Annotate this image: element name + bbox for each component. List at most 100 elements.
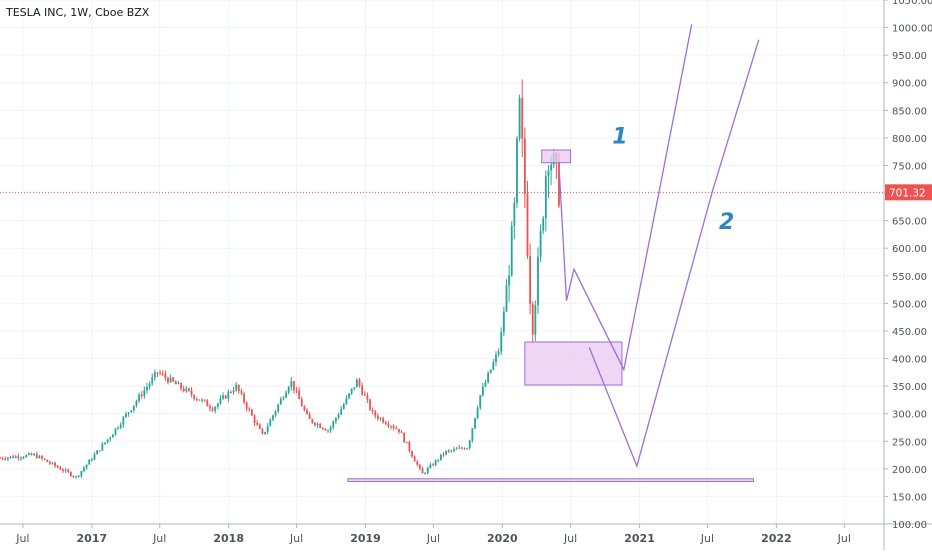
candle-body xyxy=(523,138,526,195)
candle-body xyxy=(505,285,508,312)
candle-body xyxy=(542,218,545,231)
candle-body xyxy=(256,423,259,425)
candle-body xyxy=(227,391,230,399)
candle-body xyxy=(182,388,185,392)
scenario-label-2: 2 xyxy=(719,210,734,235)
x-tick-label: 2019 xyxy=(350,532,381,545)
candle-body xyxy=(321,427,324,429)
candle-body xyxy=(306,410,308,415)
candle-body xyxy=(43,458,46,460)
candle-body xyxy=(298,390,301,400)
candle-body xyxy=(474,418,476,429)
candle-body xyxy=(6,457,9,460)
candle-body xyxy=(77,475,80,477)
candle-body xyxy=(224,395,227,399)
candle-body xyxy=(214,406,217,411)
candle-body xyxy=(455,448,458,450)
candle-body xyxy=(138,394,141,402)
candle-body xyxy=(439,454,442,460)
candle-body xyxy=(235,384,238,391)
candle-body xyxy=(395,428,398,430)
candle-body xyxy=(416,461,419,465)
candle-body xyxy=(135,401,138,406)
candle-body xyxy=(316,424,319,426)
candle-body xyxy=(4,458,7,460)
candle-body xyxy=(411,451,413,457)
candle-body xyxy=(489,369,492,374)
candle-body xyxy=(340,408,343,415)
candle-body xyxy=(466,448,469,450)
x-tick-label: Jul xyxy=(289,532,303,545)
candle-body xyxy=(190,390,193,396)
candle-body xyxy=(405,441,408,443)
candle-body xyxy=(292,381,295,391)
x-tick-label: Jul xyxy=(426,532,440,545)
x-tick-label: 2018 xyxy=(213,532,244,545)
candle-body xyxy=(371,409,374,412)
candle-body xyxy=(88,459,91,465)
candle-body xyxy=(153,372,156,378)
candle-body xyxy=(361,385,364,395)
candle-body xyxy=(164,373,167,378)
y-tick-label: 1050.00 xyxy=(892,0,932,7)
candle-body xyxy=(17,456,20,459)
y-tick-label: 400.00 xyxy=(892,355,927,366)
candle-body xyxy=(445,450,448,455)
candle-body xyxy=(180,383,182,389)
candle-body xyxy=(426,467,429,473)
candle-body xyxy=(261,428,264,434)
last-price-label: 701.32 xyxy=(889,187,926,199)
y-tick-label: 600.00 xyxy=(892,244,927,255)
candle-body xyxy=(111,434,114,438)
candle-body xyxy=(185,388,188,392)
candle-body xyxy=(518,98,521,139)
x-tick-label: 2017 xyxy=(77,532,108,545)
candle-body xyxy=(237,384,240,392)
candle-body xyxy=(272,415,274,420)
candle-body xyxy=(240,391,243,394)
x-tick-label: Jul xyxy=(700,532,714,545)
candle-body xyxy=(327,430,329,432)
candle-body xyxy=(355,379,358,388)
candle-body xyxy=(101,444,104,451)
candle-body xyxy=(127,412,130,414)
candle-body xyxy=(481,386,484,396)
candle-body xyxy=(468,440,471,449)
candle-body xyxy=(350,388,353,394)
candle-body xyxy=(497,351,500,355)
candle-body xyxy=(508,275,511,286)
candle-body xyxy=(558,161,560,206)
y-tick-label: 800.00 xyxy=(892,134,927,145)
candle-body xyxy=(363,394,366,396)
candle-body xyxy=(303,406,306,411)
candle-body xyxy=(531,304,534,335)
candle-body xyxy=(253,415,256,424)
candle-body xyxy=(337,414,340,419)
candle-body xyxy=(471,428,474,441)
candle-body xyxy=(460,447,463,449)
candle-body xyxy=(413,456,416,462)
candle-body xyxy=(319,424,322,428)
candle-body xyxy=(550,164,553,171)
candle-body xyxy=(64,469,67,472)
candle-body xyxy=(390,426,392,428)
candle-body xyxy=(219,398,222,404)
scenario-label-1: 1 xyxy=(612,124,627,149)
candle-body xyxy=(539,230,542,257)
candle-body xyxy=(96,450,99,455)
candle-body xyxy=(98,450,101,452)
x-tick-label: 2022 xyxy=(761,532,792,545)
candle-body xyxy=(216,403,219,407)
candle-body xyxy=(140,394,143,397)
candle-body xyxy=(397,428,400,432)
candle-body xyxy=(41,456,43,459)
candle-body xyxy=(209,406,211,409)
candle-body xyxy=(172,377,175,382)
candle-body xyxy=(203,399,206,401)
y-tick-label: 750.00 xyxy=(892,161,927,172)
candle-body xyxy=(324,428,327,431)
candle-body xyxy=(290,381,293,388)
candle-body xyxy=(72,476,75,478)
y-tick-label: 1000.00 xyxy=(892,24,932,35)
